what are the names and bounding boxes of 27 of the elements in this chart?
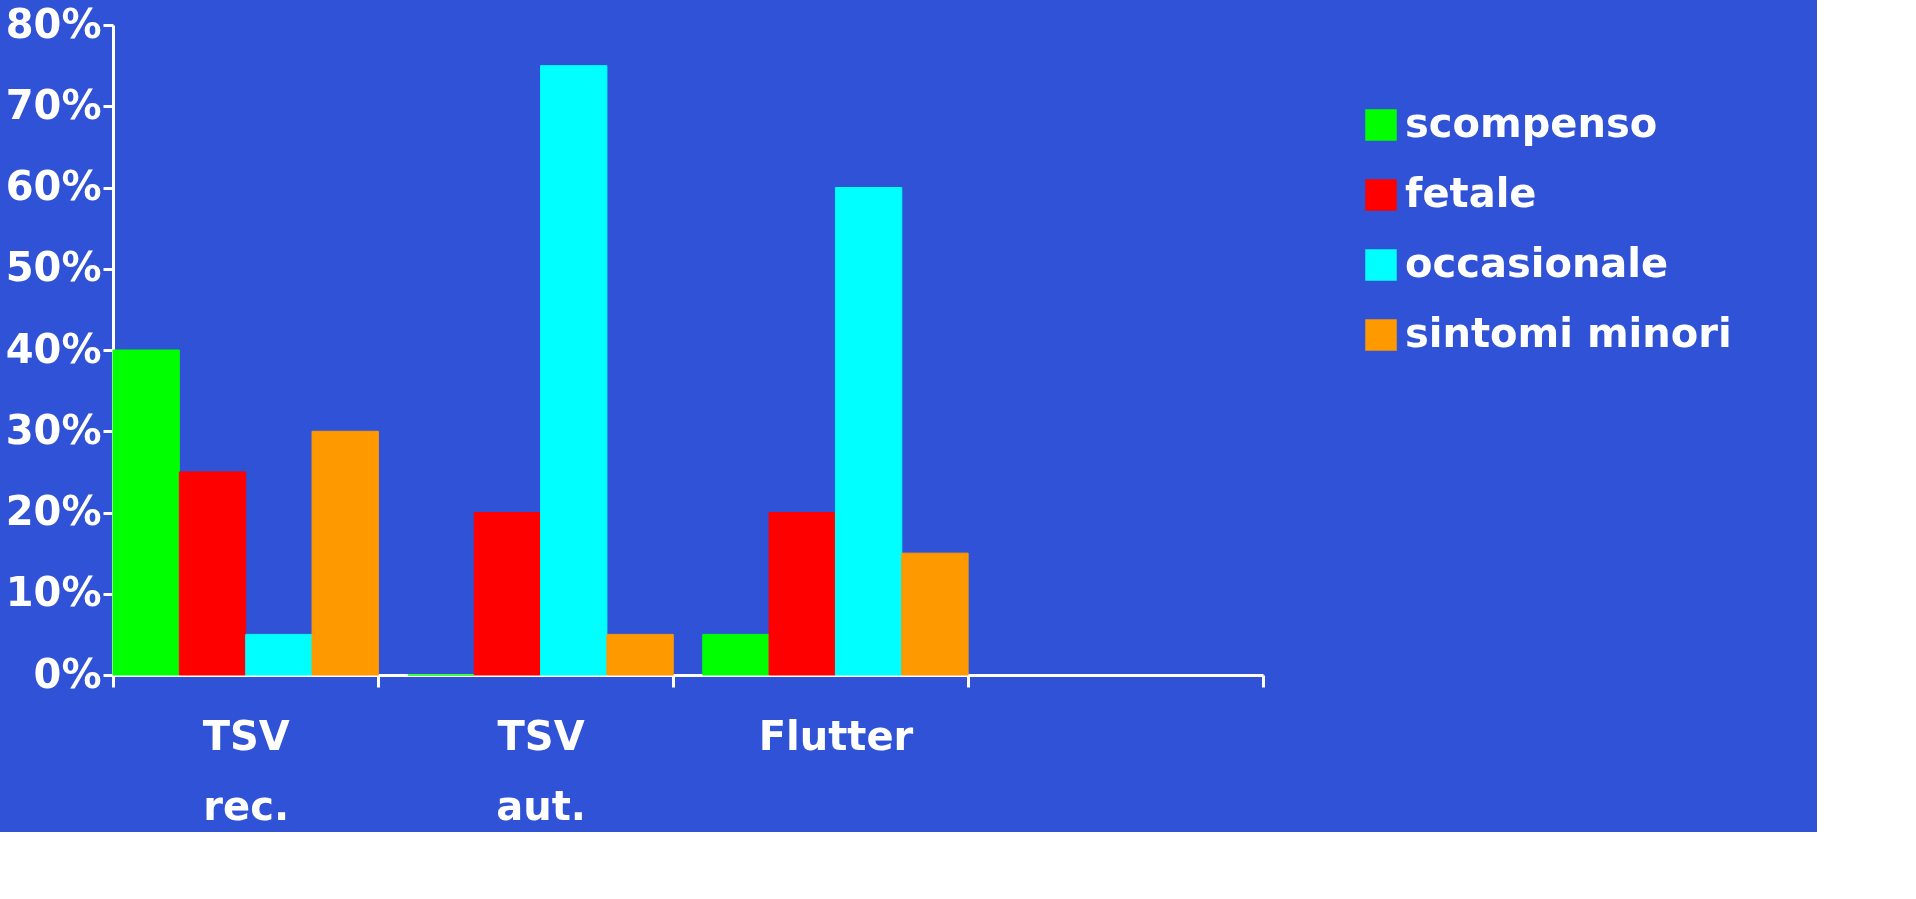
bar xyxy=(606,633,674,676)
bar xyxy=(178,471,247,676)
y-tick-label: 20% xyxy=(5,488,102,534)
bar xyxy=(901,552,969,676)
legend-label: fetale xyxy=(1405,170,1537,216)
bar xyxy=(702,633,770,676)
y-tick-label: 80% xyxy=(5,0,102,47)
y-tick-label: 60% xyxy=(5,163,102,209)
x-tick-label: Flutter xyxy=(758,712,914,759)
bar xyxy=(112,349,180,676)
bar xyxy=(540,65,608,676)
legend-label: occasionale xyxy=(1405,240,1669,286)
bar xyxy=(311,430,379,676)
y-tick-label: 0% xyxy=(33,650,102,697)
legend-label: scompenso xyxy=(1405,100,1658,146)
y-tick-label: 30% xyxy=(5,406,102,453)
bar xyxy=(473,512,542,676)
x-tick-label: TSV rec. xyxy=(202,712,290,829)
bar xyxy=(245,633,313,676)
bar xyxy=(834,187,903,676)
y-tick-label: 10% xyxy=(5,569,102,616)
x-tick-label: TSV aut. xyxy=(496,712,586,829)
y-tick-label: 50% xyxy=(5,244,102,291)
bar xyxy=(768,512,836,676)
legend-label: sintomi minori xyxy=(1405,310,1732,356)
y-tick-label: 70% xyxy=(5,81,102,128)
y-tick-label: 40% xyxy=(5,325,102,372)
